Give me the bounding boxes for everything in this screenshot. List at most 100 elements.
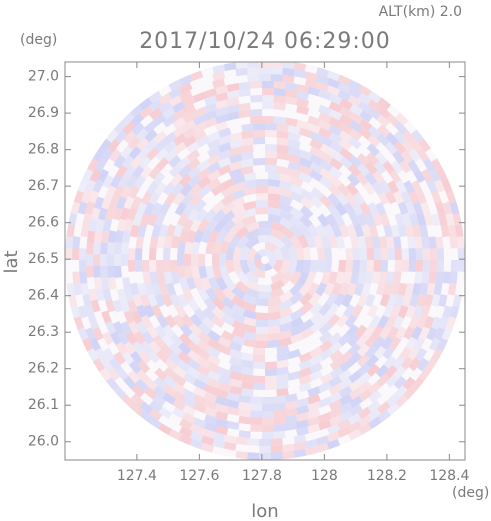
field-cell bbox=[133, 331, 146, 345]
field-cell bbox=[394, 260, 402, 272]
field-cell bbox=[139, 213, 151, 227]
field-cell bbox=[82, 294, 92, 308]
field-cell bbox=[399, 159, 412, 174]
field-cell bbox=[219, 253, 227, 267]
field-cell bbox=[441, 179, 453, 193]
field-cell bbox=[296, 119, 310, 130]
field-cell bbox=[162, 392, 177, 405]
field-cell bbox=[130, 113, 144, 127]
field-cell bbox=[212, 64, 226, 74]
field-cell bbox=[77, 327, 89, 341]
field-cell bbox=[168, 163, 183, 178]
field-cell bbox=[163, 131, 177, 145]
field-cell bbox=[319, 348, 334, 361]
field-cell bbox=[328, 132, 343, 145]
x-unit: (deg) bbox=[452, 485, 489, 501]
field-cell bbox=[187, 208, 200, 222]
field-cell bbox=[115, 230, 124, 243]
field-cell bbox=[200, 442, 215, 453]
field-cell bbox=[298, 223, 312, 238]
field-cell bbox=[315, 74, 330, 85]
field-cell bbox=[110, 174, 122, 189]
field-cell bbox=[200, 435, 215, 446]
field-cell bbox=[364, 334, 378, 349]
field-cell bbox=[170, 271, 180, 285]
field-cell bbox=[284, 407, 298, 417]
field-cell bbox=[164, 191, 177, 206]
field-cell bbox=[231, 303, 246, 316]
field-cell bbox=[258, 291, 272, 299]
field-cell bbox=[106, 129, 119, 143]
field-cell bbox=[187, 174, 202, 188]
field-cell bbox=[215, 92, 229, 103]
field-cell bbox=[426, 327, 438, 341]
field-cell bbox=[153, 130, 168, 144]
field-cell bbox=[250, 81, 263, 89]
field-cell bbox=[284, 82, 298, 91]
field-cell bbox=[392, 315, 405, 330]
field-cell bbox=[343, 304, 356, 318]
field-cell bbox=[108, 230, 117, 243]
field-cell bbox=[352, 260, 360, 273]
field-cell bbox=[373, 260, 381, 273]
field-cell bbox=[327, 302, 340, 317]
field-cell bbox=[282, 74, 295, 84]
field-cell bbox=[114, 129, 128, 144]
field-cell bbox=[81, 190, 92, 204]
field-cell bbox=[421, 271, 430, 284]
field-cell bbox=[203, 102, 218, 114]
field-cell bbox=[279, 209, 294, 222]
field-cell bbox=[72, 236, 81, 249]
field-cell bbox=[232, 174, 246, 185]
field-cell bbox=[271, 53, 283, 61]
field-cell bbox=[364, 271, 374, 285]
field-cell bbox=[200, 427, 215, 439]
field-cell bbox=[282, 62, 295, 70]
field-cell bbox=[320, 271, 331, 285]
field-cell bbox=[123, 164, 136, 179]
field-cell bbox=[317, 213, 330, 228]
field-cell bbox=[276, 345, 290, 355]
field-cell bbox=[276, 130, 289, 140]
field-cell bbox=[364, 293, 376, 308]
field-cell bbox=[293, 434, 307, 444]
field-cell bbox=[240, 151, 254, 161]
field-cell bbox=[143, 120, 158, 134]
field-cell bbox=[65, 236, 74, 249]
field-cell bbox=[168, 429, 182, 441]
field-cell bbox=[168, 351, 182, 365]
field-cell bbox=[138, 409, 153, 423]
field-cell bbox=[149, 271, 159, 285]
field-cell bbox=[131, 310, 143, 325]
field-cell bbox=[393, 236, 402, 249]
field-cell bbox=[204, 414, 218, 425]
field-cell bbox=[296, 426, 309, 437]
field-cell bbox=[65, 248, 73, 260]
field-cell bbox=[346, 223, 357, 238]
field-cell bbox=[331, 224, 343, 238]
field-cell bbox=[276, 123, 289, 132]
field-cell bbox=[141, 330, 155, 345]
field-cell bbox=[320, 235, 331, 249]
field-cell bbox=[105, 185, 117, 199]
y-tick-label: 26.2 bbox=[28, 361, 59, 377]
field-cell bbox=[295, 260, 304, 274]
field-cell bbox=[255, 340, 269, 349]
field-cell bbox=[347, 87, 362, 99]
field-cell bbox=[238, 109, 251, 119]
field-cell bbox=[113, 120, 127, 135]
field-cell bbox=[149, 399, 163, 413]
field-cell bbox=[147, 212, 158, 227]
field-cell bbox=[252, 347, 265, 355]
field-cell bbox=[261, 116, 275, 124]
field-cell bbox=[197, 253, 206, 267]
field-cell bbox=[172, 125, 187, 138]
field-cell bbox=[201, 316, 216, 330]
field-cell bbox=[240, 359, 254, 369]
field-cell bbox=[231, 319, 246, 331]
field-cell bbox=[116, 218, 127, 232]
field-cell bbox=[193, 276, 204, 291]
field-cell bbox=[105, 321, 117, 335]
field-cell bbox=[148, 165, 162, 180]
field-cell bbox=[351, 202, 364, 216]
